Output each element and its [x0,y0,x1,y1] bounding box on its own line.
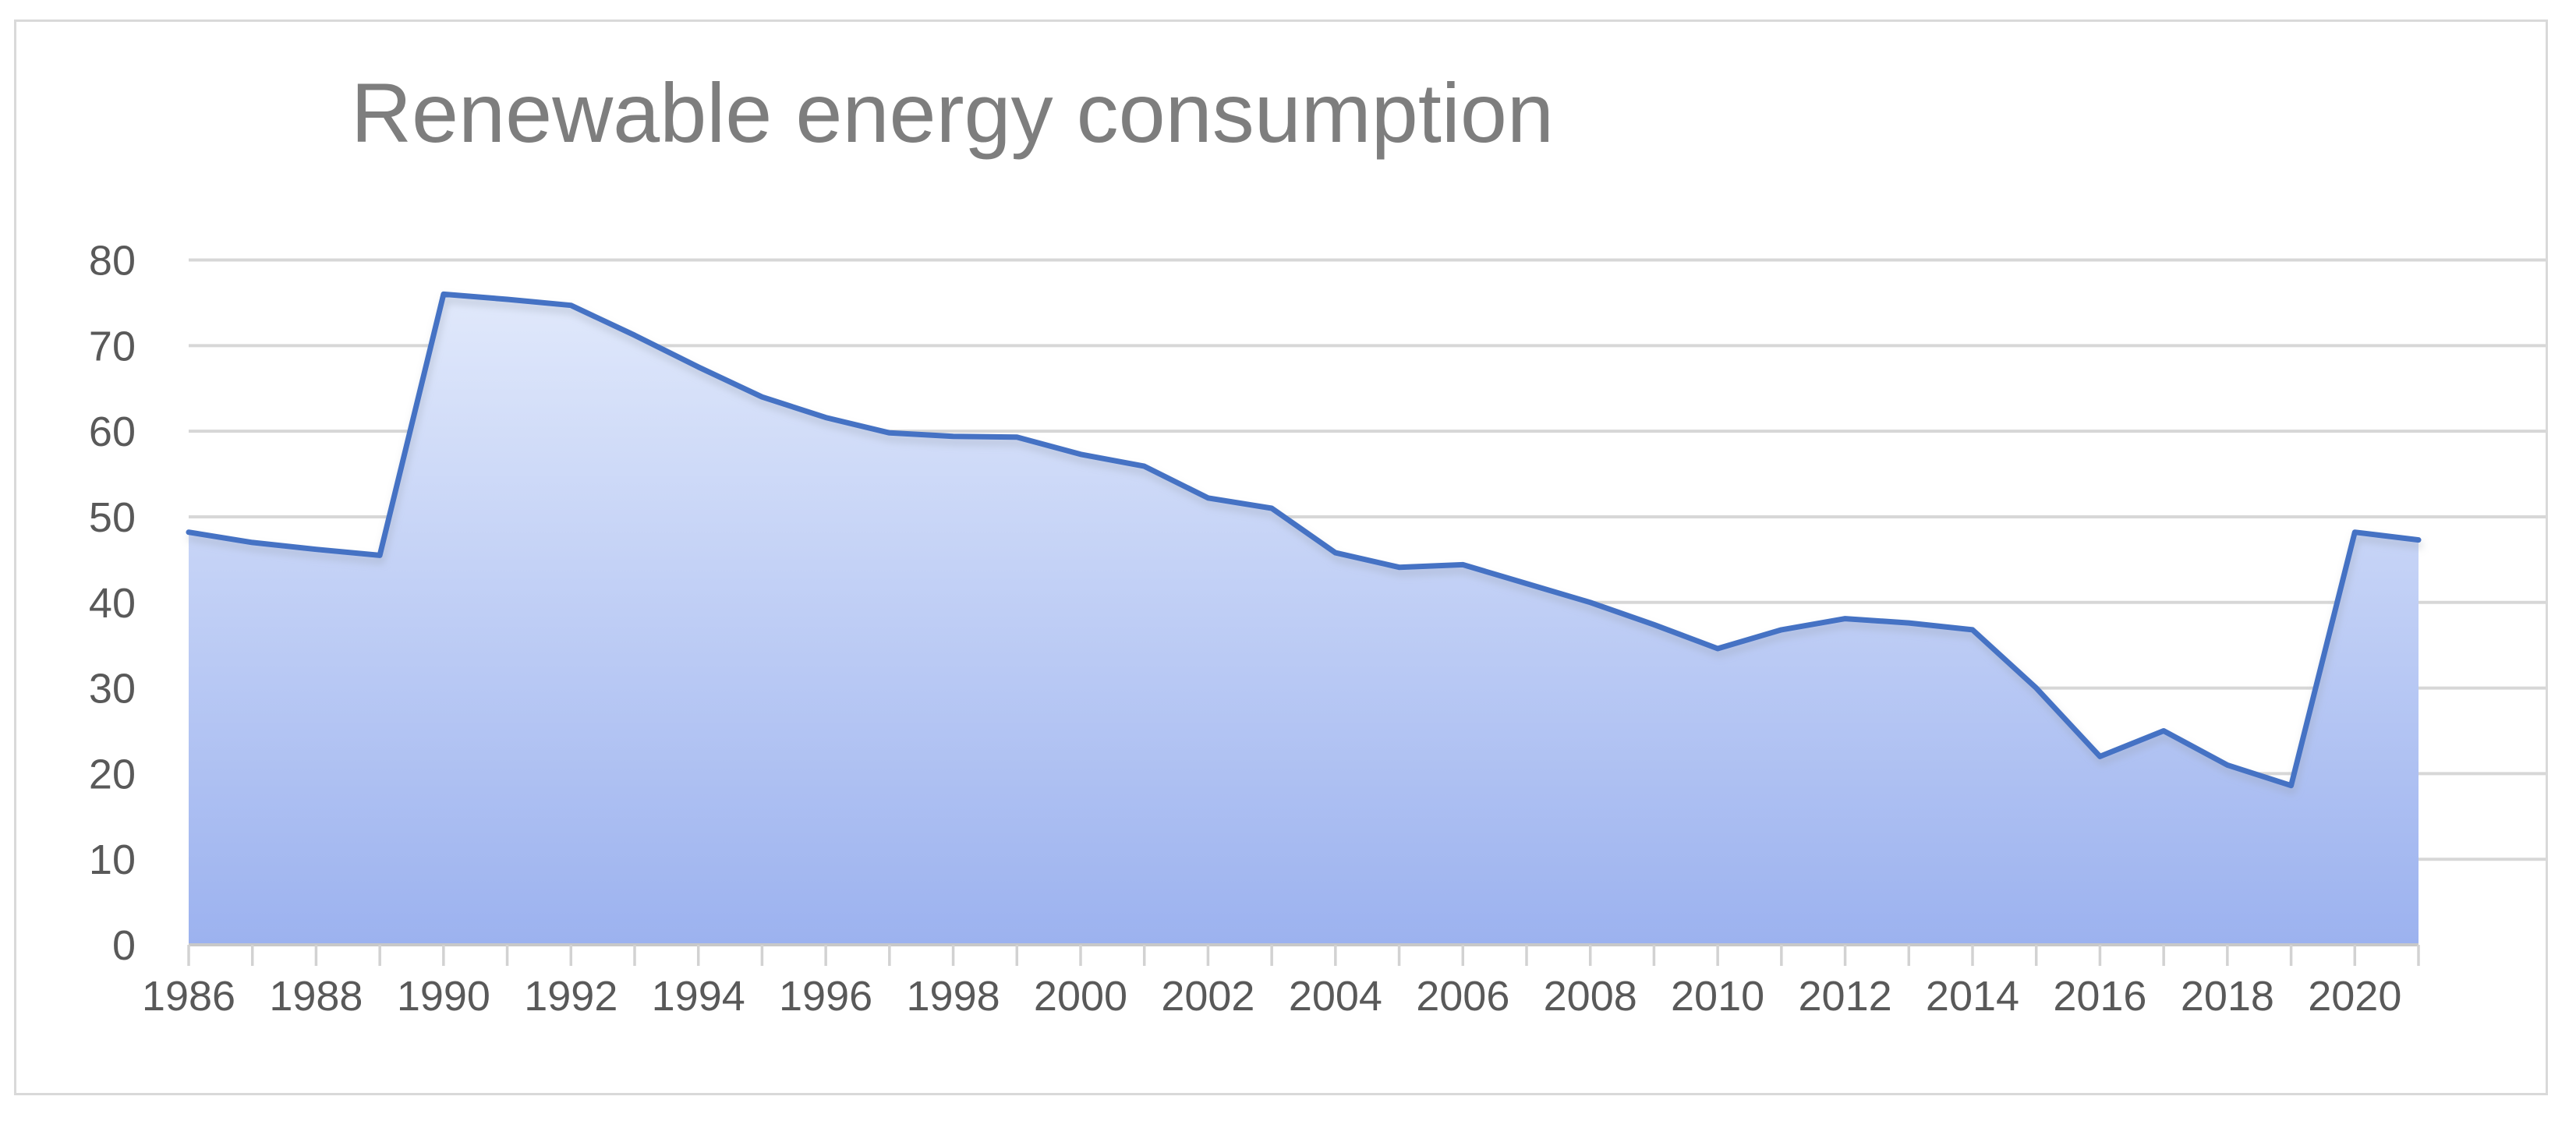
x-tick-label: 2020 [2308,973,2401,1020]
y-tick-label: 70 [89,323,136,370]
x-tick-label: 2006 [1416,973,1509,1020]
chart-title: Renewable energy consumption [351,65,1554,160]
y-tick-label: 60 [89,408,136,455]
area-shape [189,294,2419,945]
x-tick-label: 2000 [1034,973,1127,1020]
x-tick-label: 1990 [397,973,490,1020]
y-tick-label: 80 [89,238,136,285]
x-tick-label: 2002 [1161,973,1254,1020]
y-tick-label: 50 [89,494,136,541]
x-tick-label: 1996 [779,973,872,1020]
x-tick-label: 2014 [1926,973,2019,1020]
x-axis [187,943,2420,966]
y-tick-label: 30 [89,666,136,713]
x-tick-label: 2008 [1544,973,1637,1020]
x-tick-label: 2016 [2053,973,2146,1020]
x-axis-labels: 1986 1988 1990 1992 1994 1996 1998 2000 2002 2004… [142,973,2401,1020]
x-tick-label: 1998 [907,973,1000,1020]
x-tick-label: 2004 [1289,973,1382,1020]
x-tick-label: 1994 [652,973,745,1020]
series-line [186,291,2422,789]
x-tick-label: 2010 [1671,973,1764,1020]
x-tick-label: 1992 [524,973,617,1020]
y-axis-labels: 0 10 20 30 40 50 60 70 80 [89,238,136,970]
x-tick-label: 1986 [142,973,235,1020]
x-tick-label: 2018 [2181,973,2274,1020]
x-tick-label: 1988 [269,973,363,1020]
area-series [186,291,2422,945]
y-tick-label: 20 [89,751,136,797]
x-tick-label: 2012 [1799,973,1892,1020]
y-tick-label: 40 [89,580,136,627]
y-tick-label: 0 [112,922,136,969]
y-tick-label: 10 [89,836,136,883]
